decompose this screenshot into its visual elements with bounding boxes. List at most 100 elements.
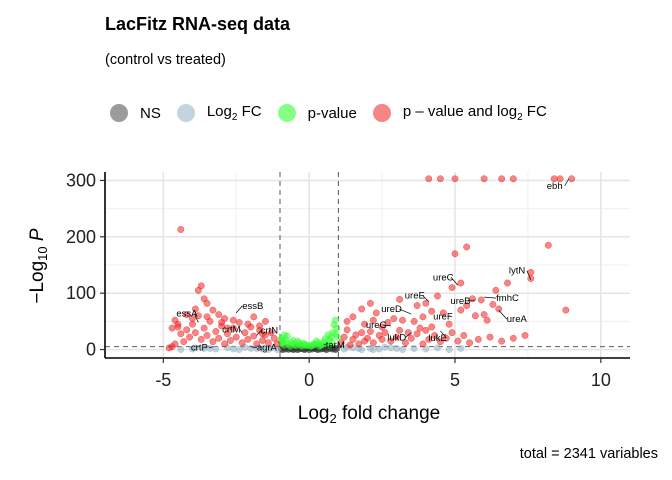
data-point-significant [361, 320, 369, 328]
data-point-significant [168, 324, 176, 332]
data-point-significant [442, 334, 450, 342]
gene-annotations: ebhlytNureCfmhCureBureEureAureDureFureGl… [176, 178, 570, 354]
data-point-pvalue [310, 340, 317, 348]
data-point-pvalue [304, 341, 312, 349]
data-point-significant [521, 332, 529, 339]
data-point-significant [224, 324, 231, 332]
annotation-leader [449, 315, 452, 318]
legend-item-pvalue: p-value [277, 104, 357, 122]
data-point-significant [495, 305, 503, 313]
legend-key-pvalue [277, 104, 296, 122]
legend-label-ns: NS [140, 104, 161, 122]
data-point-log2fc [399, 346, 406, 353]
legend-item-log2fc: Log2 FC [176, 103, 262, 123]
data-point-significant [387, 337, 395, 345]
data-point-log2fc [229, 345, 237, 353]
data-point-pvalue [331, 330, 339, 338]
data-point-pvalue [295, 339, 303, 347]
data-point-significant [244, 335, 252, 343]
annotation-leader [484, 296, 497, 299]
gene-label-ureE: ureE [405, 291, 425, 302]
data-point-significant [369, 316, 377, 324]
data-point-significant [191, 305, 199, 313]
data-point-log2fc [387, 344, 395, 352]
data-point-significant [396, 326, 404, 334]
data-point-significant [489, 301, 497, 308]
caption: total = 2341 variables [519, 446, 658, 462]
data-point-significant [396, 295, 404, 303]
data-point-pvalue [315, 342, 323, 350]
data-point-significant [431, 332, 439, 339]
data-point-significant [343, 317, 351, 325]
data-point-significant [355, 340, 363, 348]
gene-label-lukD: lukD [387, 333, 406, 344]
data-point-significant [238, 339, 246, 347]
legend: NS Log2 FC p-value p – value and log2 FC [110, 103, 563, 123]
data-point-significant [509, 175, 517, 183]
data-point-significant [183, 326, 191, 334]
data-point-significant [401, 339, 409, 347]
data-points [165, 175, 576, 353]
data-point-significant [203, 299, 211, 307]
data-point-log2fc [375, 345, 383, 353]
data-point-significant [369, 339, 377, 347]
data-point-significant [492, 286, 500, 294]
data-point-pvalue [280, 331, 288, 339]
data-point-log2fc [410, 344, 418, 352]
data-point-significant [212, 328, 220, 335]
annotation-leader [256, 330, 261, 336]
gene-label-ureA: ureA [507, 314, 528, 325]
data-point-significant [413, 330, 421, 338]
data-point-significant [349, 313, 357, 321]
y-tick-label: 0 [86, 340, 96, 360]
data-point-log2fc [381, 343, 389, 351]
data-point-log2fc [434, 344, 441, 352]
data-point-significant [200, 324, 208, 332]
data-point-significant [498, 337, 506, 345]
data-point-significant [390, 315, 398, 322]
data-point-pvalue [326, 341, 334, 349]
data-point-significant [436, 338, 444, 346]
data-point-significant [378, 335, 386, 343]
legend-item-ns: NS [110, 104, 161, 122]
annotation-leader [468, 299, 476, 302]
data-point-significant [171, 316, 179, 324]
x-tick-label: -5 [155, 370, 171, 390]
data-point-significant [215, 334, 223, 342]
data-point-significant [358, 329, 366, 337]
data-point-significant [428, 307, 436, 315]
data-point-significant [250, 332, 258, 340]
data-point-significant [183, 311, 191, 319]
data-point-log2fc [235, 346, 243, 353]
legend-key-log2fc [176, 104, 195, 122]
y-tick-label: 100 [66, 283, 96, 303]
data-point-significant [352, 331, 360, 339]
data-point-significant [463, 302, 471, 310]
data-point-significant [253, 340, 261, 348]
data-point-significant [241, 329, 249, 337]
data-point-significant [416, 324, 424, 332]
data-point-significant [527, 275, 535, 282]
data-point-significant [215, 311, 223, 319]
data-point-significant [177, 330, 185, 338]
legend-label-log2fc: Log2 FC [206, 103, 262, 123]
data-point-significant [439, 309, 447, 317]
data-point-significant [474, 335, 482, 343]
legend-label-pvalue: p-value [307, 104, 357, 122]
data-point-significant [346, 341, 354, 349]
data-point-significant [256, 322, 264, 330]
legend-key-ns [110, 104, 128, 122]
data-point-significant [364, 334, 371, 342]
data-point-significant [381, 329, 389, 337]
data-point-pvalue [333, 324, 341, 332]
x-tick-label: 10 [591, 370, 611, 390]
data-point-log2fc [264, 346, 272, 353]
data-point-significant [191, 329, 199, 337]
data-point-significant [463, 243, 471, 251]
data-point-significant [457, 306, 465, 314]
data-point-significant [457, 279, 465, 287]
data-point-significant [229, 316, 237, 324]
data-point-pvalue [289, 337, 297, 344]
annotation-leader [498, 309, 508, 320]
